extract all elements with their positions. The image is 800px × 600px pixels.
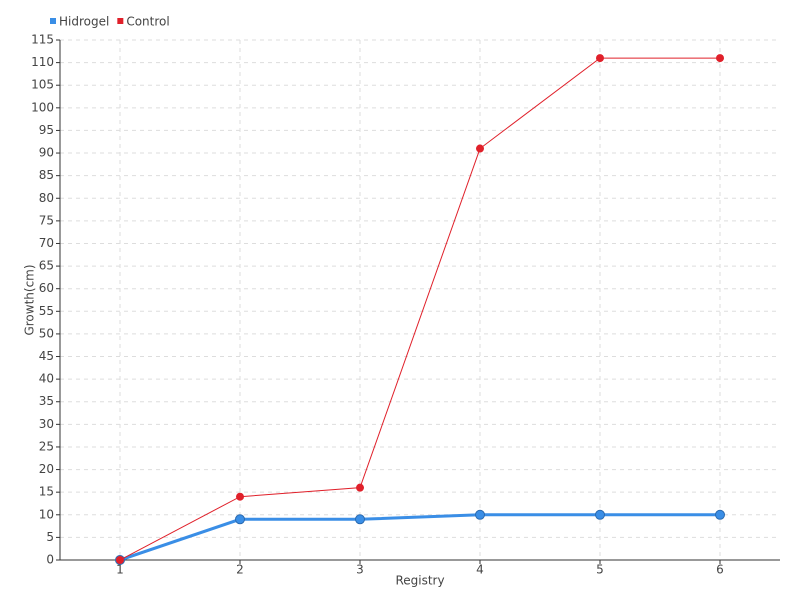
data-point [476,144,484,153]
y-tick-label: 55 [39,304,54,318]
x-tick-label: 2 [236,563,244,577]
y-tick-label: 70 [39,236,54,250]
legend-swatch [50,18,56,24]
legend-swatch [117,18,124,24]
y-tick-label: 35 [39,394,54,408]
y-tick-label: 65 [39,259,54,273]
data-point [236,492,244,501]
y-tick-label: 100 [31,100,54,114]
y-tick-label: 80 [39,191,54,205]
data-point [355,514,365,525]
y-tick-label: 50 [39,326,54,340]
data-point [595,509,605,520]
x-tick-label: 1 [116,563,124,577]
y-tick-label: 85 [39,168,54,182]
y-tick-label: 105 [31,78,54,92]
y-tick-label: 25 [39,439,54,453]
x-tick-label: 4 [476,563,484,577]
y-tick-label: 45 [39,349,54,363]
series-line [119,513,720,562]
y-tick-label: 95 [39,123,54,137]
data-point [475,509,485,520]
y-tick-label: 30 [39,417,54,431]
data-point [116,556,124,564]
y-tick-label: 90 [39,146,54,160]
data-point [596,54,604,63]
y-tick-label: 20 [39,462,54,476]
y-tick-label: 115 [31,33,54,47]
y-tick-label: 75 [39,213,54,227]
x-tick-label: 6 [716,563,724,577]
legend-label: Control [126,15,169,29]
y-tick-label: 110 [31,55,54,69]
y-tick-label: 40 [39,372,54,386]
data-point [715,509,725,520]
legend-label: Hidrogel [59,15,109,29]
y-tick-label: 10 [39,507,54,521]
y-axis-label: Growth(cm) [23,264,37,335]
y-tick-label: 15 [39,485,54,499]
x-axis-label: Registry [395,574,444,588]
data-point [356,483,364,492]
data-point [235,514,245,525]
x-tick-label: 3 [356,563,364,577]
x-tick-label: 5 [596,563,604,577]
y-tick-label: 0 [46,553,54,567]
y-tick-label: 5 [46,530,54,544]
series-line [119,57,720,561]
data-point [716,54,724,63]
y-tick-label: 60 [39,281,54,295]
